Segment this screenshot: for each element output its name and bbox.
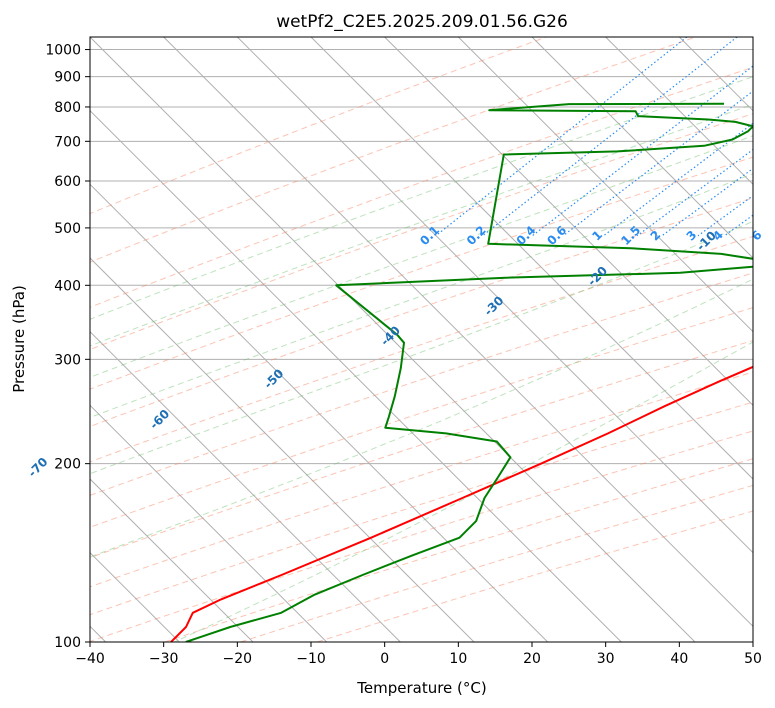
moist-adiabat-line bbox=[90, 173, 753, 419]
y-tick-label: 900 bbox=[54, 70, 81, 86]
x-tick-label: −20 bbox=[223, 651, 253, 667]
x-tick-label: 0 bbox=[380, 651, 389, 667]
mixing-ratio-line bbox=[697, 194, 753, 237]
dry-adiabat-line bbox=[90, 272, 753, 496]
isotherm-line bbox=[90, 330, 401, 642]
isotherm-line bbox=[752, 37, 753, 38]
isotherm-line bbox=[384, 37, 753, 407]
dry-adiabat-line bbox=[90, 371, 753, 588]
isotherm-line bbox=[457, 37, 753, 333]
plot-frame bbox=[89, 36, 754, 643]
isotherm-label: -40 bbox=[378, 323, 403, 348]
dry-adiabat-line bbox=[240, 484, 753, 642]
moist-adiabat-line bbox=[90, 76, 753, 320]
x-tick-label: 20 bbox=[523, 651, 541, 667]
dry-adiabat-line bbox=[90, 66, 753, 308]
isotherm-line bbox=[531, 37, 753, 259]
mixing-ratio-label: 6 bbox=[749, 228, 765, 244]
isotherm-label: -30 bbox=[481, 293, 506, 318]
isotherm-line bbox=[605, 37, 753, 186]
y-tick-label: 1000 bbox=[45, 43, 81, 59]
x-tick-label: −30 bbox=[149, 651, 179, 667]
plot-area bbox=[90, 37, 775, 642]
mixing-ratio-label: 1.5 bbox=[618, 223, 643, 248]
y-tick-label: 100 bbox=[54, 635, 81, 651]
dry-adiabat-line bbox=[90, 156, 753, 390]
y-tick-label: 600 bbox=[54, 174, 81, 190]
mixing-ratio-line bbox=[562, 90, 753, 237]
isotherm-line bbox=[90, 109, 622, 642]
isotherm-line bbox=[90, 478, 254, 642]
y-tick-label: 800 bbox=[54, 100, 81, 116]
x-tick-label: 50 bbox=[744, 651, 762, 667]
mixing-ratio-line bbox=[661, 167, 753, 237]
y-axis-label: Pressure (hPa) bbox=[10, 285, 28, 393]
y-tick-label: 500 bbox=[54, 221, 81, 237]
mixing-ratio-line bbox=[482, 37, 738, 237]
x-tick-label: −40 bbox=[75, 651, 105, 667]
mixing-ratio-line bbox=[763, 37, 775, 236]
isotherm-line bbox=[90, 404, 328, 642]
axes: 0.10.20.40.611.52346810131620253036-100-… bbox=[25, 36, 765, 667]
x-tick-label: −10 bbox=[296, 651, 326, 667]
y-tick-label: 400 bbox=[54, 278, 81, 294]
isotherm-label: -70 bbox=[25, 455, 50, 480]
isotherm-line bbox=[678, 37, 753, 112]
y-tick-label: 700 bbox=[54, 134, 81, 150]
isotherm-line bbox=[90, 37, 696, 642]
x-tick-label: 40 bbox=[670, 651, 688, 667]
dry-adiabat-line bbox=[90, 235, 753, 463]
isotherm-line bbox=[163, 37, 753, 628]
mixing-ratio-line bbox=[435, 37, 688, 237]
moist-adiabat-line bbox=[174, 341, 753, 642]
isotherm-line bbox=[90, 257, 475, 642]
x-tick-label: 30 bbox=[597, 651, 615, 667]
mixing-ratio-line bbox=[603, 122, 753, 237]
mixing-ratio-line bbox=[636, 148, 753, 237]
mixing-ratio-label: 2 bbox=[648, 228, 664, 244]
isotherm-line bbox=[310, 37, 753, 480]
isotherm-line bbox=[236, 37, 753, 554]
dry-adiabat-line bbox=[164, 458, 753, 642]
moist-adiabat-line bbox=[90, 278, 753, 558]
chart-title: wetPf2_C2E5.2025.209.01.56.G26 bbox=[276, 12, 568, 32]
x-axis-label: Temperature (°C) bbox=[356, 679, 486, 697]
y-tick-label: 200 bbox=[54, 457, 81, 473]
isotherm-label: -50 bbox=[261, 366, 286, 391]
x-tick-label: 10 bbox=[449, 651, 467, 667]
dry-adiabat-line bbox=[90, 37, 547, 215]
dry-adiabat-line bbox=[90, 37, 696, 263]
y-tick-label: 300 bbox=[54, 352, 81, 368]
isotherm-line bbox=[90, 183, 549, 642]
mixing-ratio-label: 0.2 bbox=[464, 223, 489, 248]
mixing-ratio-line bbox=[724, 214, 753, 237]
dewpoint-profile-line bbox=[185, 102, 753, 642]
temperature-profile-line bbox=[170, 365, 753, 642]
